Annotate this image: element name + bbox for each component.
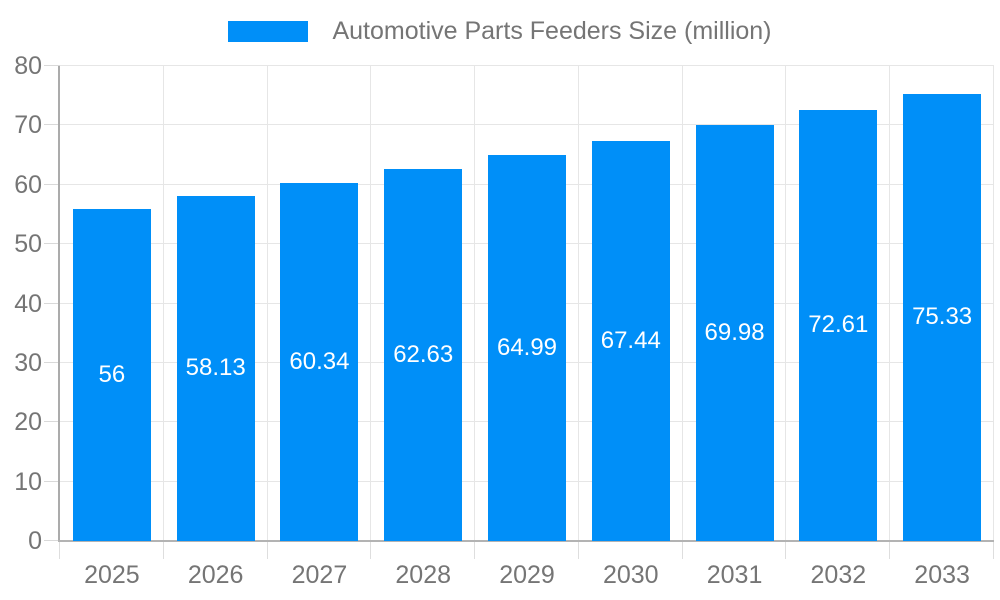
bar-2028: 62.63 <box>384 169 463 541</box>
x-axis-tick <box>474 541 476 559</box>
y-axis-label: 0 <box>28 527 42 555</box>
x-axis-label: 2027 <box>291 561 348 589</box>
bar-2029: 64.99 <box>488 155 566 541</box>
gridline-horizontal <box>60 124 994 126</box>
legend-swatch <box>228 20 309 42</box>
bar-value-label: 69.98 <box>704 319 765 347</box>
gridline-vertical <box>370 66 372 541</box>
gridline-vertical <box>266 66 268 541</box>
y-axis-label: 80 <box>14 52 42 80</box>
bar-value-label: 58.13 <box>185 354 246 382</box>
bar-2026: 58.13 <box>176 195 255 541</box>
x-axis-tick <box>681 541 683 559</box>
gridline-vertical <box>577 66 579 541</box>
y-axis-label: 70 <box>14 111 42 140</box>
x-axis-label: 2033 <box>914 561 970 589</box>
x-axis-tick <box>370 541 372 559</box>
legend[interactable]: Automotive Parts Feeders Size (million) <box>0 12 1000 50</box>
gridline-vertical <box>681 66 683 541</box>
y-axis-label: 40 <box>14 289 42 318</box>
bar-2032: 72.61 <box>799 109 878 541</box>
x-axis-label: 2026 <box>187 561 244 589</box>
y-axis-tick <box>44 540 60 541</box>
bar-value-label: 64.99 <box>496 334 558 362</box>
bar-value-label: 60.34 <box>289 347 350 375</box>
y-axis-label: 30 <box>14 348 42 377</box>
y-axis-tick <box>44 480 60 482</box>
y-axis-tick <box>44 243 60 245</box>
bar-value-label: 75.33 <box>912 303 973 331</box>
x-axis-label: 2030 <box>602 561 659 589</box>
x-axis-tick <box>889 541 891 559</box>
x-axis-label: 2032 <box>810 561 867 589</box>
y-axis-tick <box>44 302 60 304</box>
y-axis-tick <box>44 183 60 185</box>
legend-label: Automotive Parts Feeders Size (million) <box>332 16 772 45</box>
y-axis-line <box>58 66 60 541</box>
gridline-vertical <box>474 66 476 541</box>
gridline-vertical <box>889 66 891 541</box>
y-axis-label: 20 <box>14 408 42 437</box>
x-axis-label: 2029 <box>499 561 555 589</box>
x-axis-tick <box>59 541 60 559</box>
bar-2033: 75.33 <box>903 93 982 541</box>
x-axis-label: 2028 <box>395 561 452 589</box>
bar-2030: 67.44 <box>591 140 670 541</box>
x-axis-tick <box>266 541 268 559</box>
gridline-vertical <box>993 66 994 541</box>
y-axis-label: 50 <box>14 230 42 259</box>
x-axis-tick <box>162 541 164 559</box>
gridline-horizontal <box>60 65 994 66</box>
gridline-vertical <box>162 66 164 541</box>
gridline-vertical <box>785 66 787 541</box>
x-axis-label: 2031 <box>706 561 763 589</box>
bar-2025: 56 <box>72 208 151 541</box>
x-axis-tick <box>577 541 579 559</box>
bar-2031: 69.98 <box>695 125 774 541</box>
bar-value-label: 72.61 <box>808 311 869 339</box>
bar-2027: 60.34 <box>280 182 359 541</box>
y-axis-tick <box>44 421 60 423</box>
y-axis-label: 10 <box>14 467 42 496</box>
x-axis-tick <box>785 541 787 559</box>
y-axis-label: 60 <box>14 170 42 199</box>
x-axis-label: 2025 <box>84 561 140 589</box>
y-axis-tick <box>44 124 60 126</box>
x-axis-tick <box>993 541 994 559</box>
x-axis-line <box>58 540 994 542</box>
bar-value-label: 67.44 <box>600 326 661 354</box>
y-axis-tick <box>44 65 60 66</box>
bar-value-label: 56 <box>98 360 126 388</box>
bar-value-label: 62.63 <box>393 341 454 369</box>
y-axis-tick <box>44 361 60 363</box>
